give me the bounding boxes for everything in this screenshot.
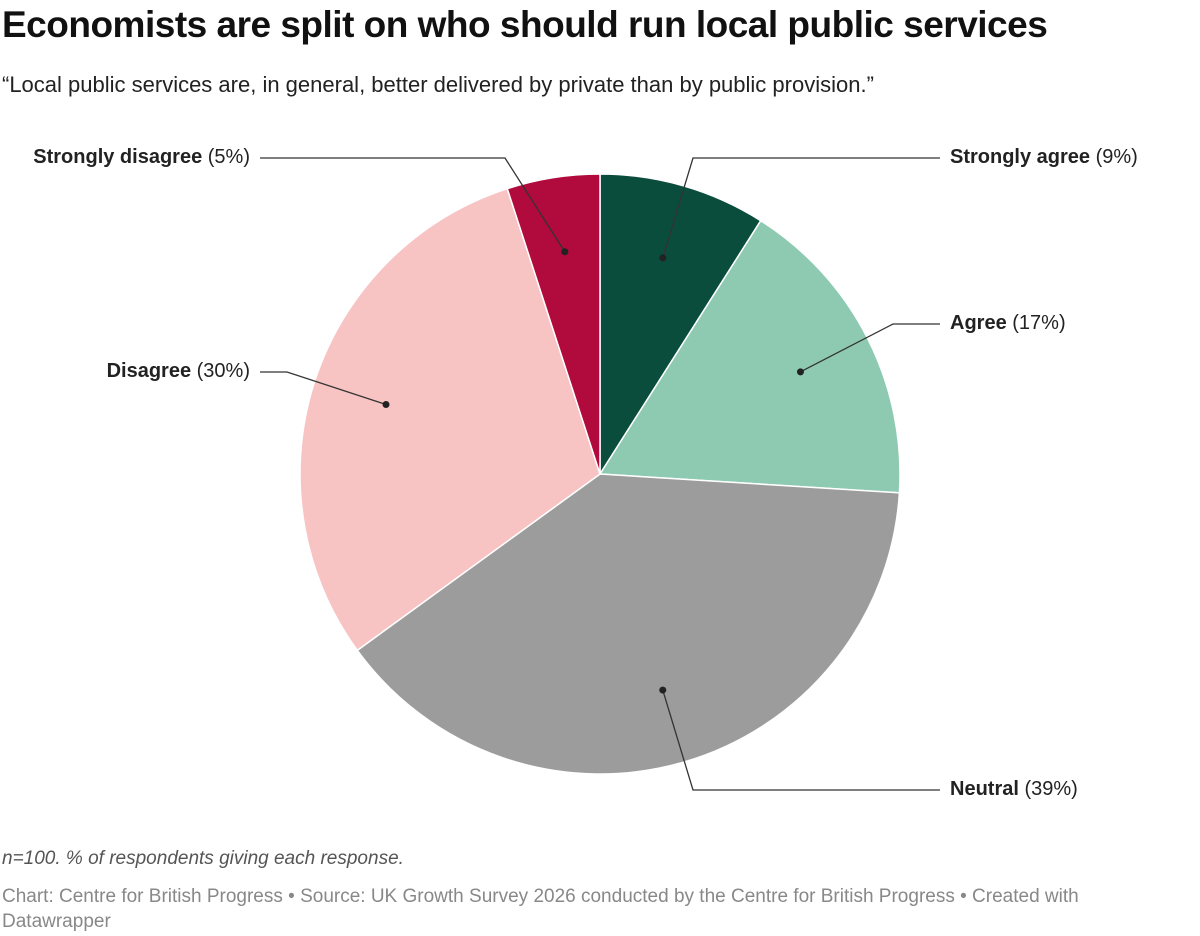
leader-dot <box>382 400 390 408</box>
chart-title: Economists are split on who should run l… <box>2 4 1048 45</box>
slice-label: Strongly agree (9%) <box>950 146 1138 168</box>
chart: Strongly agree (9%) Agree (17%) Neutral (3… <box>33 146 1138 800</box>
category-label: Neutral <box>950 778 1019 800</box>
chart-note: n=100. % of respondents giving each resp… <box>2 848 404 869</box>
value-label: (30%) <box>197 360 250 382</box>
value-label: (5%) <box>208 146 250 168</box>
category-label: Strongly disagree <box>33 146 202 168</box>
leader-line <box>800 323 940 373</box>
category-label: Agree <box>950 312 1007 334</box>
leader-line <box>662 157 940 259</box>
slices <box>299 173 901 775</box>
pie-slice <box>356 473 901 775</box>
chart-source: Chart: Centre for British Progress • Sou… <box>2 886 1079 932</box>
value-label: (17%) <box>1012 312 1065 334</box>
pie-slice <box>599 173 762 477</box>
leader-line <box>260 157 566 253</box>
slice-label: Strongly disagree (5%) <box>33 146 250 168</box>
category-label: Strongly agree <box>950 146 1090 168</box>
leader-dot <box>659 686 667 694</box>
value-label: (9%) <box>1096 146 1138 168</box>
leader-dot <box>659 254 667 262</box>
chart-subtitle: “Local public services are, in general, … <box>2 72 874 97</box>
leader-line <box>662 689 940 791</box>
slice-label: Neutral (39%) <box>950 778 1078 800</box>
category-label: Disagree <box>107 360 192 382</box>
leader-line <box>260 371 387 406</box>
value-label: (39%) <box>1024 778 1077 800</box>
slice-label: Agree (17%) <box>950 312 1066 334</box>
leader-dot <box>561 248 569 256</box>
pie-slice <box>506 173 601 475</box>
leader-dot <box>796 368 804 376</box>
slice-label: Disagree (30%) <box>107 360 250 382</box>
